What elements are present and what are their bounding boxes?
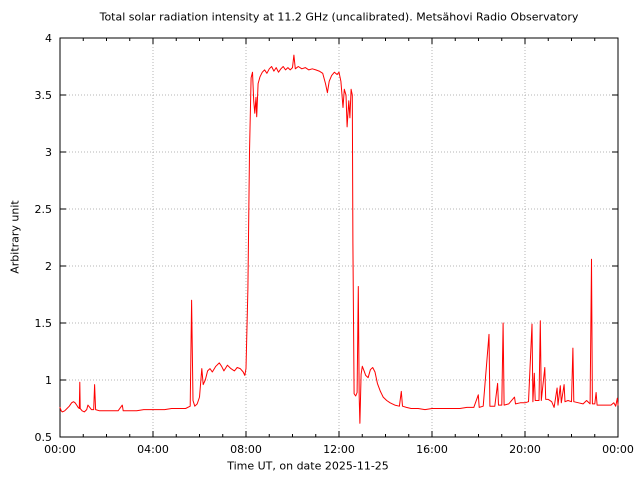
y-tick-label: 2.5 [35,203,53,216]
x-tick-label: 20:00 [509,443,541,456]
x-tick-label: 00:00 [602,443,634,456]
y-axis-label: Arbitrary unit [8,200,22,274]
x-tick-label: 16:00 [416,443,448,456]
data-series-line [59,54,619,424]
plot-border [59,37,619,438]
x-axis-label: Time UT, on date 2025-11-25 [227,459,389,473]
y-tick-label: 4 [45,32,52,45]
x-tick-label: 04:00 [137,443,169,456]
y-tick-label: 1 [45,374,52,387]
x-tick-label: 12:00 [323,443,355,456]
chart-title: Total solar radiation intensity at 11.2 … [99,10,579,24]
x-tick-label: 08:00 [230,443,262,456]
y-tick-label: 2 [45,260,52,273]
y-tick-label: 3 [45,146,52,159]
y-tick-label: 0.5 [35,431,53,444]
y-tick-label: 1.5 [35,317,53,330]
x-tick-label: 00:00 [44,443,76,456]
y-tick-label: 3.5 [35,89,53,102]
